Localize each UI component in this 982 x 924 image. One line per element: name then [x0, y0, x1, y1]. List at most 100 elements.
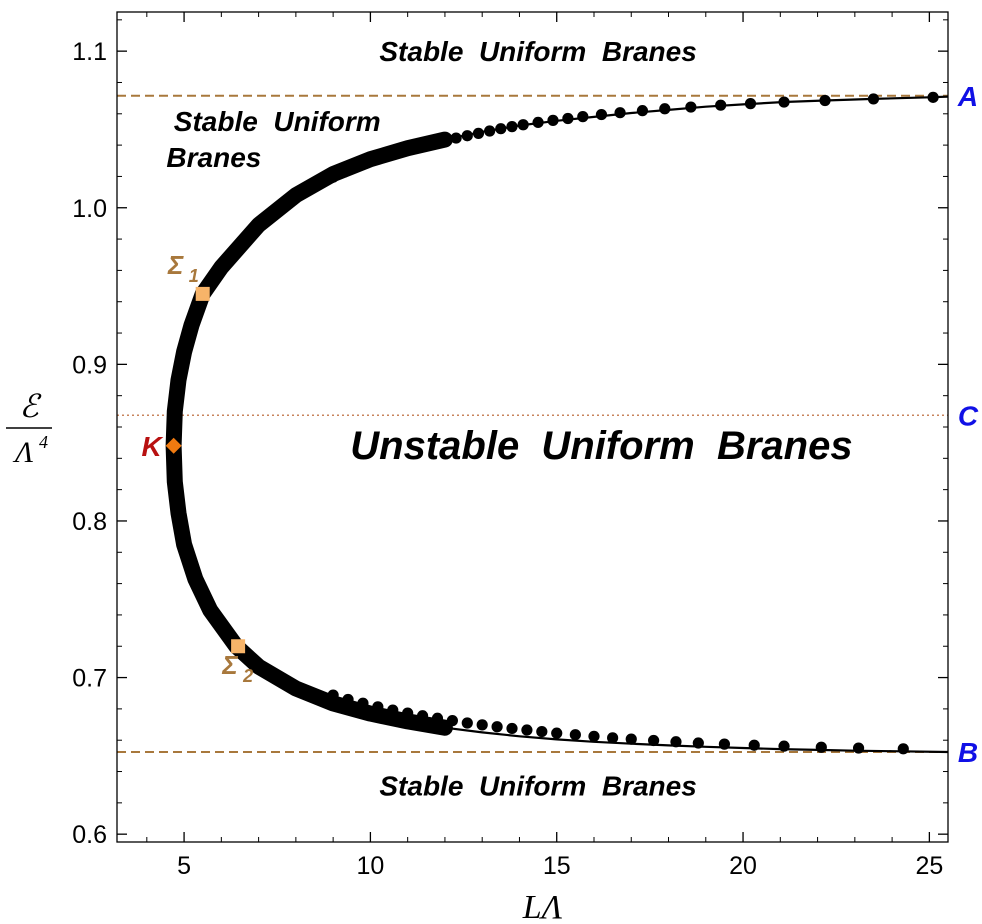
data-point [536, 725, 548, 738]
x-tick-label: 10 [356, 852, 384, 880]
data-point [372, 701, 384, 713]
data-point [439, 134, 451, 147]
data-point [569, 729, 581, 741]
region-annotation: Branes [166, 142, 261, 173]
x-tick-label: 5 [177, 852, 191, 880]
point-sigma1-label: Σ [167, 250, 184, 280]
data-point [431, 712, 444, 724]
data-point [562, 112, 574, 125]
axis-ticks: 5 10 15 20 25 0.6 0.7 0.8 0.9 1.0 1.1 [72, 12, 948, 880]
data-point [472, 127, 485, 139]
data-point [551, 727, 563, 739]
data-point [517, 119, 529, 131]
data-point [819, 94, 831, 107]
reference-label-A: A [957, 81, 978, 112]
point-sigma1-subscript: 1 [189, 266, 199, 286]
x-tick-label: 25 [915, 852, 943, 880]
data-point [461, 717, 473, 729]
y-axis-label-denominator: Λ [12, 436, 33, 469]
x-tick-label: 15 [543, 852, 571, 880]
data-point [428, 137, 440, 149]
data-point [595, 108, 608, 121]
region-annotations: Stable Uniform Branes Stable Uniform Brane… [166, 36, 852, 801]
special-points: KΣ 1Σ 2 [142, 250, 254, 686]
data-point [897, 743, 909, 755]
reference-lines: A C B [117, 81, 979, 768]
data-point [625, 733, 637, 745]
data-point [636, 105, 649, 117]
data-point [718, 738, 731, 750]
data-point [521, 724, 533, 736]
point-K-marker [165, 437, 182, 454]
region-annotation: Stable Uniform Branes [379, 771, 696, 802]
data-point [446, 715, 458, 727]
data-point [867, 93, 880, 105]
data-point [532, 116, 544, 129]
data-point [577, 111, 589, 123]
data-point [394, 146, 406, 158]
data-point [614, 107, 626, 119]
point-sigma2-label: Σ [221, 650, 238, 680]
data-point [495, 123, 507, 135]
axis-labels: LΛ ℰΛ 4 [6, 388, 563, 924]
data-point [648, 734, 660, 747]
data-point [383, 149, 395, 161]
data-point [659, 103, 671, 115]
y-tick-label: 0.7 [72, 665, 107, 693]
reference-label-B: B [958, 737, 978, 768]
y-tick-label: 0.9 [72, 351, 107, 379]
data-point [607, 732, 619, 744]
data-point [387, 704, 399, 716]
dot-layer [327, 91, 939, 755]
data-point [450, 132, 462, 144]
data-point [338, 166, 350, 178]
data-point [484, 125, 496, 137]
point-sigma2-marker [231, 639, 246, 654]
data-point [692, 737, 704, 749]
data-point [342, 693, 354, 706]
data-point [361, 157, 373, 169]
data-point [327, 171, 339, 183]
y-tick-label: 0.8 [72, 508, 107, 536]
data-point [357, 697, 369, 709]
data-point [927, 91, 939, 103]
data-point [327, 689, 339, 701]
y-tick-label: 1.1 [72, 38, 107, 66]
data-point [349, 161, 362, 173]
data-point [372, 153, 384, 165]
data-point [506, 121, 518, 133]
data-point [476, 719, 488, 731]
data-point [778, 740, 790, 752]
data-point [685, 101, 697, 113]
data-point [715, 99, 727, 111]
data-point [461, 130, 473, 142]
point-K-label: K [142, 431, 164, 462]
data-point [547, 114, 559, 126]
point-sigma1-marker [195, 286, 210, 301]
region-annotation: Stable Uniform Branes [379, 36, 696, 67]
data-point [416, 140, 429, 152]
data-point [416, 710, 429, 722]
data-point [588, 730, 600, 742]
data-point [402, 707, 414, 719]
region-annotation: Stable Uniform [174, 106, 381, 137]
y-tick-label: 0.6 [72, 821, 107, 849]
data-point [405, 143, 417, 155]
x-tick-label: 20 [729, 852, 757, 880]
data-point [852, 742, 865, 754]
y-axis-label-exponent: 4 [39, 432, 48, 452]
y-tick-label: 1.0 [72, 195, 107, 223]
x-axis-label: LΛ [522, 889, 563, 924]
data-point [748, 739, 760, 751]
region-annotation: Unstable Uniform Branes [350, 424, 852, 468]
point-sigma2-subscript: 2 [242, 666, 253, 686]
data-point [815, 741, 827, 753]
reference-label-C: C [958, 400, 979, 431]
data-point [506, 722, 518, 735]
y-axis-label-numerator: ℰ [19, 388, 42, 424]
data-point [744, 98, 757, 110]
data-point [670, 736, 682, 748]
data-point [778, 96, 790, 108]
data-point [491, 721, 503, 733]
